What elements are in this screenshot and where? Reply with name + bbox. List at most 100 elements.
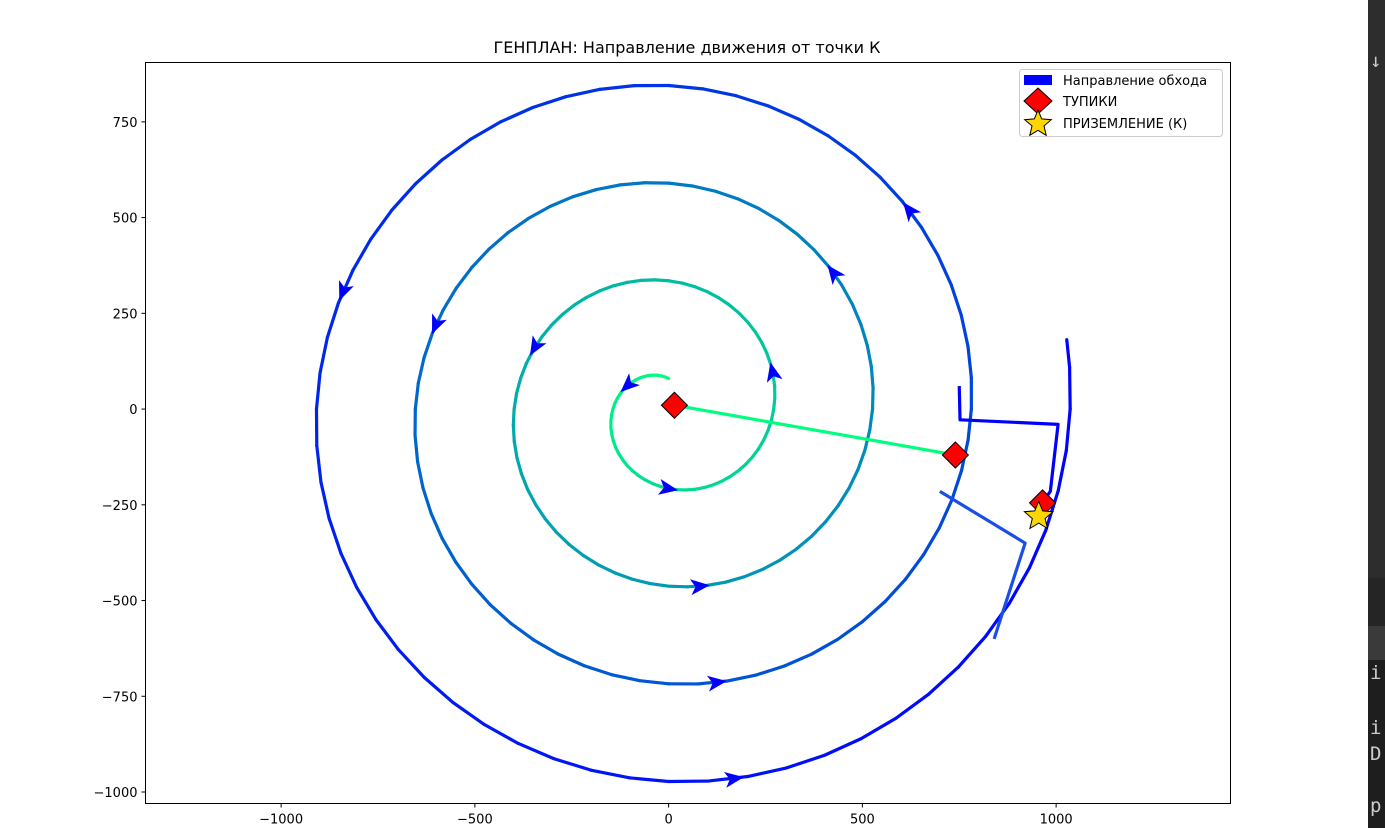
spiral-segment: [512, 391, 519, 411]
spiral-segment: [509, 621, 536, 642]
spiral-segment: [638, 679, 671, 686]
spiral-segment: [470, 582, 492, 607]
direction-arrow: [724, 772, 744, 788]
spiral-segment: [667, 181, 694, 188]
spiral-segment: [516, 741, 556, 761]
spiral-segment: [422, 675, 455, 705]
spiral-segment: [567, 542, 585, 558]
spiral-segment: [766, 104, 801, 121]
spiral-segment: [454, 266, 474, 290]
spiral-segment: [531, 95, 568, 110]
spiral-segment: [836, 620, 864, 641]
spiral-segment: [757, 207, 781, 223]
spiral-segment: [487, 231, 510, 251]
spiral-segment: [548, 195, 575, 208]
spiral-segment: [1056, 448, 1068, 493]
spiral-segment: [919, 225, 940, 258]
spiral-segment: [760, 558, 782, 572]
spiral-segment: [859, 322, 869, 347]
spiral-segment: [704, 580, 728, 588]
spiral-segment: [667, 83, 705, 91]
direction-arrow: [689, 579, 710, 596]
spiral-segment: [1027, 528, 1048, 570]
spiral-segment: [966, 344, 973, 380]
spiral-segment: [611, 280, 629, 288]
spiral-segment: [581, 553, 601, 567]
spiral-segment: [589, 768, 632, 780]
legend-direction-label: Направление обхода: [1063, 74, 1207, 89]
spiral-segment: [868, 407, 875, 432]
strip-text-2: i: [1370, 717, 1382, 739]
direction-arrow: [903, 202, 922, 223]
spiral-segment: [630, 577, 652, 586]
dead-end-marker: [941, 441, 970, 469]
spiral-segment: [797, 117, 830, 138]
spiral-segment: [482, 722, 520, 745]
spiral-segment: [416, 356, 426, 385]
spiral-segment: [922, 526, 941, 557]
spiral-segment: [870, 386, 875, 411]
spiral-segment: [690, 184, 718, 193]
spiral-segment: [839, 283, 854, 306]
x-tick-label: 1000: [1040, 813, 1073, 828]
spiral-segment: [769, 407, 776, 422]
legend-direction-swatch: [1024, 75, 1052, 85]
spiral-segment: [754, 664, 786, 677]
spiral-segment: [325, 301, 341, 339]
down-arrow-icon[interactable]: ↓: [1370, 50, 1382, 72]
spiral-segment: [826, 134, 857, 157]
spiral-segment: [511, 407, 516, 427]
spiral-segment: [782, 652, 814, 668]
spiral-segment: [810, 520, 828, 538]
strip-text-1: i: [1370, 662, 1382, 684]
y-tick-label: 500: [113, 212, 138, 227]
spiral-segment: [777, 218, 799, 236]
spiral-segment: [519, 361, 528, 380]
spiral-segment: [705, 290, 721, 300]
spiral-segment: [693, 285, 709, 294]
spiral-segment: [550, 312, 564, 327]
x-tick-label: 0: [664, 813, 672, 828]
spiral-segment: [543, 517, 559, 534]
spiral-segment: [847, 468, 860, 490]
spiral-segment: [810, 637, 840, 656]
spiral-segment: [532, 638, 560, 656]
spiral-segment: [850, 302, 863, 327]
spiral-segment: [728, 469, 740, 479]
spiral-segment: [746, 766, 789, 779]
spiral-segment: [1064, 407, 1072, 452]
x-tick-label: 500: [850, 813, 875, 828]
spiral-segment: [723, 575, 746, 584]
y-tick-label: 250: [113, 307, 138, 322]
spiral-segment: [734, 94, 770, 108]
direction-arrow: [620, 373, 640, 392]
legend-landing-marker: [1023, 108, 1053, 137]
spiral-segment: [468, 120, 503, 141]
spiral-segment: [725, 673, 758, 683]
spiral-segment: [314, 371, 322, 411]
spiral-segment: [534, 502, 547, 521]
spiral-segment: [869, 364, 875, 390]
spiral-segment: [596, 563, 617, 575]
spiral-segment: [488, 603, 513, 626]
spiral-segment: [760, 340, 769, 355]
spiral-segment: [772, 396, 777, 411]
spiral-segment: [440, 536, 458, 564]
spiral-segment: [883, 577, 908, 604]
spiral-segment: [778, 547, 798, 562]
spiral-segment: [318, 335, 330, 375]
spiral-segment: [441, 286, 458, 312]
direction-arrow: [530, 335, 547, 356]
spiral-segment: [903, 552, 926, 581]
spiral-segment: [765, 351, 773, 366]
spiral-segment: [422, 331, 434, 360]
spiral-segment: [390, 182, 418, 212]
spiral-segment: [499, 105, 535, 124]
spiral-segment: [639, 278, 657, 282]
spiral-segment: [413, 381, 420, 411]
spiral-segment: [667, 584, 690, 589]
spiral-segment: [865, 343, 873, 369]
spiral-segment: [1065, 338, 1072, 370]
spiral-segment: [795, 232, 816, 252]
